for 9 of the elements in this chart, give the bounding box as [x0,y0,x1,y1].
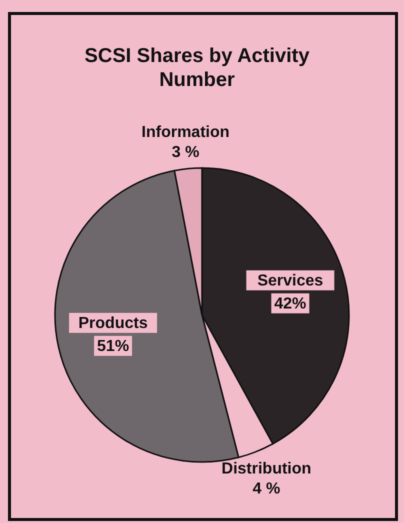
data-label: 42% [274,295,306,312]
slice-label: Information [142,124,230,141]
data-label: 3 % [172,144,200,161]
slice-label: Products [78,314,148,332]
slice-label: Services [257,272,324,290]
chart-title: SCSI Shares by Activity Number [84,44,310,92]
data-label: 51% [97,338,130,355]
slice-label: Distribution [222,460,312,478]
data-label: 4 % [252,480,280,498]
